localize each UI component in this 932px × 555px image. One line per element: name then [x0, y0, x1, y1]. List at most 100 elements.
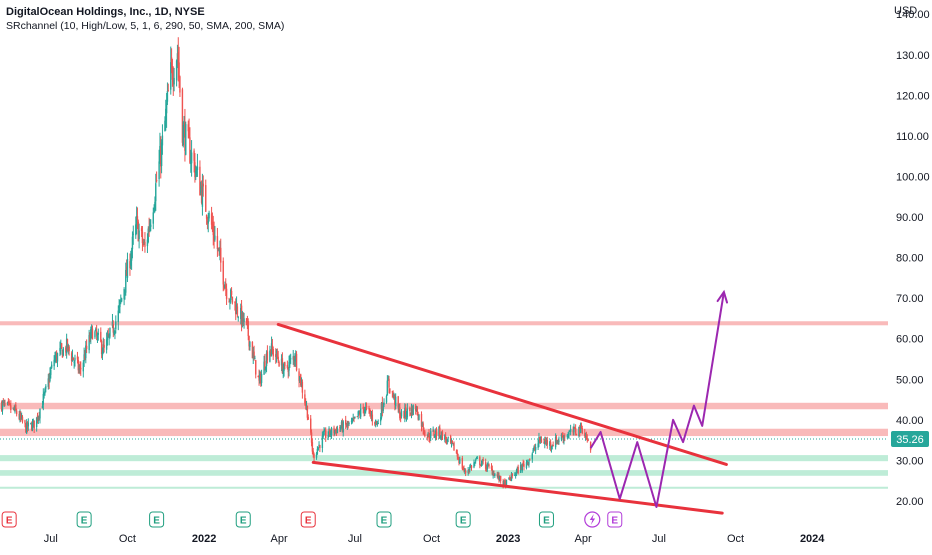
- earnings-marker: E: [538, 511, 554, 528]
- candle-body: [516, 467, 519, 471]
- candle-body: [334, 430, 336, 434]
- candle: [12, 407, 15, 411]
- candle: [177, 37, 179, 82]
- earnings-marker-label: E: [305, 516, 312, 527]
- candle-body: [417, 414, 419, 420]
- candle-body: [102, 344, 104, 354]
- candle-body: [566, 435, 568, 438]
- candle-body: [235, 304, 237, 315]
- candle-body: [246, 321, 249, 323]
- earnings-marker: E: [149, 511, 165, 528]
- candle: [60, 339, 62, 355]
- candle: [579, 422, 582, 434]
- candle-body: [325, 430, 327, 438]
- candle: [140, 226, 143, 238]
- candle: [225, 283, 228, 306]
- candle: [424, 430, 426, 438]
- candle: [187, 120, 189, 139]
- candle-body: [173, 77, 175, 85]
- candle: [504, 478, 506, 486]
- currency-label: USD: [894, 5, 917, 17]
- candle: [38, 411, 40, 421]
- candle-body: [358, 413, 360, 415]
- candle-body: [7, 401, 10, 403]
- candle-body: [399, 407, 401, 419]
- candle: [422, 421, 424, 435]
- candle: [154, 196, 156, 213]
- candle-body: [270, 349, 272, 353]
- candle: [473, 459, 475, 469]
- candle-body: [49, 373, 51, 382]
- candle-body: [498, 474, 500, 481]
- candle-body: [319, 445, 321, 449]
- candle-body: [41, 406, 44, 409]
- candle-body: [154, 201, 156, 210]
- candle: [377, 419, 379, 425]
- candle: [185, 121, 187, 156]
- candle-body: [220, 247, 222, 263]
- candle-body: [276, 352, 279, 358]
- candle: [426, 434, 429, 441]
- candle: [79, 361, 81, 375]
- candle-body: [266, 351, 269, 361]
- candle-body: [19, 413, 21, 420]
- candle: [124, 289, 126, 300]
- candle-body: [48, 379, 50, 383]
- candle-body: [439, 436, 442, 438]
- candle-body: [117, 310, 119, 323]
- candle: [190, 149, 192, 173]
- candle-body: [451, 440, 454, 444]
- candle-body: [392, 393, 394, 397]
- candle: [281, 352, 284, 374]
- candle-body: [15, 404, 17, 410]
- candle: [364, 406, 366, 417]
- candle-body: [515, 470, 518, 474]
- candle: [159, 132, 161, 164]
- candle-body: [429, 431, 432, 439]
- candle: [394, 394, 396, 411]
- candle-body: [514, 473, 517, 476]
- candle-body: [60, 345, 62, 351]
- candle: [60, 342, 63, 350]
- candle-body: [487, 464, 489, 466]
- candle: [125, 262, 127, 296]
- candle-body: [435, 431, 438, 436]
- candle-body: [284, 362, 286, 367]
- candle: [254, 355, 256, 360]
- candle: [435, 427, 438, 440]
- candle-body: [467, 470, 469, 473]
- candle: [404, 403, 406, 423]
- candle: [394, 393, 397, 410]
- candle-body: [564, 436, 566, 438]
- candle: [31, 418, 34, 432]
- candle-body: [230, 289, 232, 301]
- candle: [310, 415, 312, 435]
- candle: [43, 391, 45, 399]
- candle-body: [142, 243, 144, 245]
- candle-body: [2, 401, 5, 403]
- candle: [516, 466, 519, 474]
- candle: [113, 327, 115, 336]
- candle: [334, 429, 336, 436]
- candle-body: [277, 356, 279, 361]
- candle: [585, 431, 588, 440]
- candle-body: [240, 305, 243, 326]
- candle-body: [265, 366, 267, 371]
- candle: [202, 175, 204, 197]
- candle: [356, 416, 359, 418]
- y-tick-label: 80.00: [896, 253, 924, 265]
- candle: [554, 433, 557, 450]
- indicator-label[interactable]: SRchannel (10, High/Low, 5, 1, 6, 290, 5…: [6, 20, 285, 32]
- candle-body: [521, 463, 524, 471]
- candle: [428, 429, 430, 442]
- candle-body: [480, 463, 483, 465]
- candle: [222, 257, 224, 292]
- candle: [0, 400, 3, 412]
- candle-body: [240, 307, 242, 320]
- y-tick-label: 90.00: [896, 212, 924, 224]
- candle: [171, 58, 174, 87]
- candle-body: [137, 221, 139, 242]
- candle: [480, 460, 483, 467]
